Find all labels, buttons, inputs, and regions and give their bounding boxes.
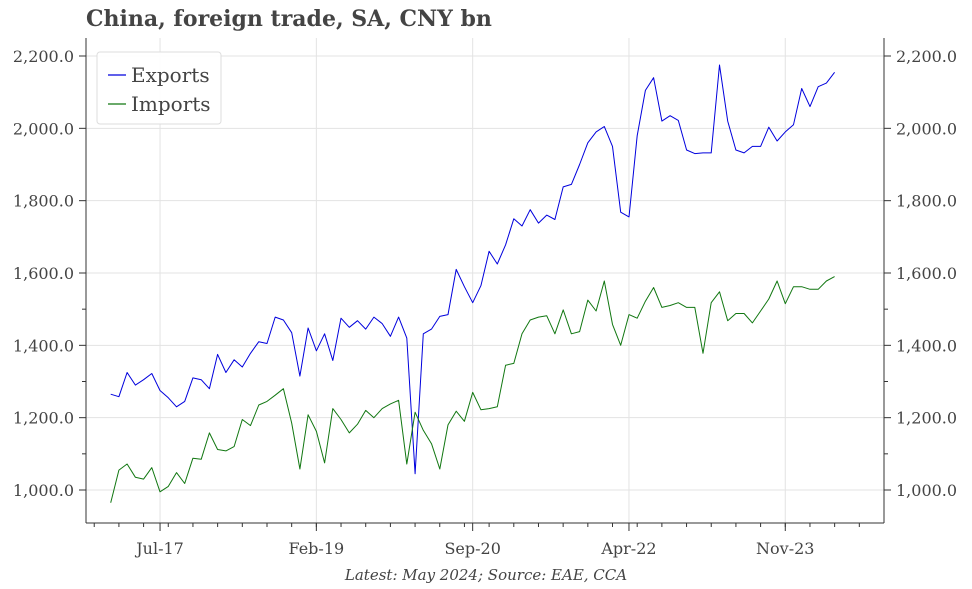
y-tick-label-right: 2,000.0 <box>896 119 957 138</box>
chart-source-note: Latest: May 2024; Source: EAE, CCA <box>344 566 628 584</box>
y-tick-label-left: 2,000.0 <box>13 119 74 138</box>
x-tick-label: Nov-23 <box>756 539 814 558</box>
legend-label-exports: Exports <box>131 63 210 87</box>
y-tick-label-left: 2,200.0 <box>13 47 74 66</box>
y-tick-label-right: 1,600.0 <box>896 264 957 283</box>
x-tick-label: Jul-17 <box>134 539 184 558</box>
legend-box <box>96 51 222 125</box>
y-tick-label-left: 1,600.0 <box>13 264 74 283</box>
legend-label-imports: Imports <box>131 92 211 116</box>
x-tick-label: Apr-22 <box>600 539 656 558</box>
y-tick-label-left: 1,200.0 <box>13 409 74 428</box>
x-tick-label: Sep-20 <box>444 539 500 558</box>
y-tick-label-right: 2,200.0 <box>896 47 957 66</box>
series-layer <box>110 64 835 503</box>
axis-layer: 1,000.0 1,000.0 1,200.0 1,200.0 1,400.0 1,400… <box>13 38 957 558</box>
y-tick-label-right: 1,800.0 <box>896 192 957 211</box>
series-line-exports <box>110 64 835 475</box>
y-tick-label-right: 1,400.0 <box>896 336 957 355</box>
y-tick-label-right: 1,200.0 <box>896 409 957 428</box>
legend: Exports Imports <box>96 51 222 125</box>
x-tick-label: Feb-19 <box>288 539 344 558</box>
y-tick-label-left: 1,400.0 <box>13 336 74 355</box>
series-line-imports <box>110 276 835 503</box>
y-tick-label-left: 1,800.0 <box>13 192 74 211</box>
y-tick-label-left: 1,000.0 <box>13 481 74 500</box>
chart-title: China, foreign trade, SA, CNY bn <box>86 6 492 32</box>
y-tick-label-right: 1,000.0 <box>896 481 957 500</box>
